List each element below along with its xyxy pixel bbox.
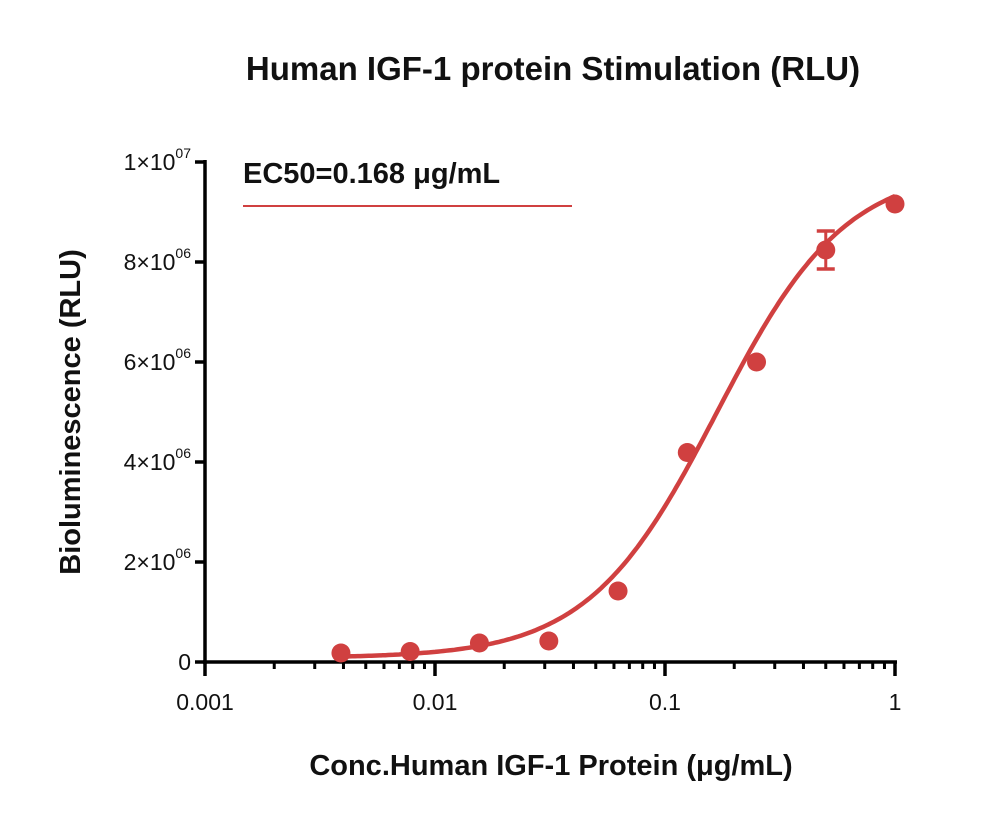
data-point [608,581,628,601]
data-point [400,642,420,661]
x-tick-label: 1 [889,689,902,715]
y-tick-label: 8×1006 [124,245,192,275]
x-tick-label: 0.001 [176,689,234,715]
x-axis-label: Conc.Human IGF-1 Protein (μg/mL) [309,750,792,782]
y-tick-label: 2×1006 [124,545,192,575]
y-tick-label: 1×1007 [124,145,192,175]
y-tick-label: 4×1006 [124,445,192,475]
data-point [539,631,559,651]
y-tick-label: 6×1006 [124,345,192,375]
chart-title: Human IGF-1 protein Stimulation (RLU) [246,50,860,87]
data-point [469,633,489,653]
data-point [816,240,836,260]
data-point [331,643,351,663]
fit-curve [340,194,896,659]
data-point [885,194,905,214]
data-point [677,443,697,462]
ec50-annotation: EC50=0.168 μg/mL [243,158,500,190]
x-tick-label: 0.01 [413,689,458,715]
x-tick-label: 0.1 [649,689,681,715]
data-point [747,352,767,372]
y-tick-label: 0 [178,649,191,675]
y-axis-label: Bioluminescence (RLU) [55,249,87,575]
